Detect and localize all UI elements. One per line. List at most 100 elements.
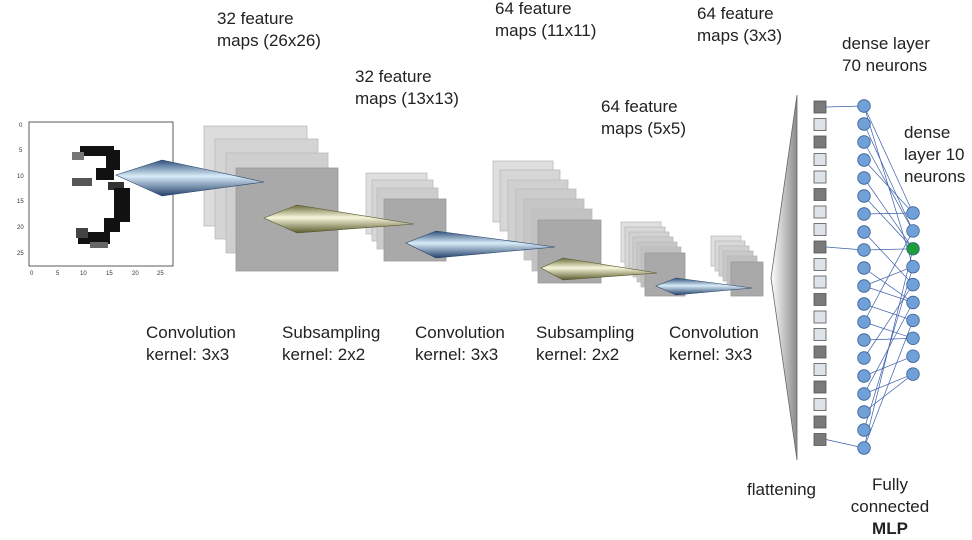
flattened-unit (813, 153, 827, 166)
label-op-convolution-1: Convolution kernel: 3x3 (146, 323, 236, 364)
flattened-unit (813, 415, 827, 429)
flattened-unit (813, 258, 827, 271)
neuron (857, 153, 871, 167)
input-y-ticks: 0 5 10 15 20 25 (17, 123, 24, 257)
neuron (906, 224, 920, 238)
neuron (857, 225, 871, 239)
neuron (906, 331, 920, 346)
neuron (857, 351, 871, 365)
flattened-unit (813, 345, 827, 359)
feature-maps-3x3 (710, 235, 764, 297)
neuron (857, 297, 871, 311)
neuron (857, 189, 871, 203)
label-op-subsampling-2: Subsampling kernel: 2x2 (536, 323, 635, 364)
connection-line (863, 373, 914, 395)
connection-line (863, 321, 914, 339)
connection-line (863, 285, 914, 303)
label-feature-maps-11x11: 64 feature maps (11x11) (495, 0, 597, 40)
subsampling-kernel-pyramid (263, 204, 415, 234)
y-tick-label: 0 (19, 123, 23, 129)
convolution-kernel-pyramid (655, 277, 753, 296)
flattened-unit (813, 170, 827, 184)
flattened-unit (813, 240, 827, 254)
neuron (906, 367, 920, 381)
y-tick-label: 15 (17, 199, 24, 205)
neuron (857, 243, 871, 257)
neuron (857, 207, 871, 221)
flattened-unit (813, 310, 827, 324)
x-tick-label: 5 (56, 271, 60, 277)
neuron (906, 277, 920, 292)
connection-line (863, 355, 914, 377)
dense-layer-10 (906, 206, 920, 381)
connection-line (863, 373, 914, 413)
connection-line (863, 105, 914, 214)
connection-line (863, 248, 914, 251)
neuron (857, 261, 871, 275)
flattening-wedge (770, 94, 798, 461)
connection-line (863, 123, 914, 232)
input-digit-image: 0 5 10 15 20 25 0 5 10 15 20 25 (17, 121, 174, 277)
flattened-unit (813, 363, 827, 376)
feature-maps-11x11 (492, 160, 602, 284)
label-op-subsampling-1: Subsampling kernel: 2x2 (282, 323, 381, 364)
flattened-unit (813, 398, 827, 411)
connection-line (863, 284, 914, 359)
y-tick-label: 10 (17, 174, 24, 180)
flattened-unit (813, 275, 827, 289)
neuron (906, 295, 920, 310)
label-dense-layer-10: dense layer 10 neurons (904, 123, 966, 186)
connection-line (863, 337, 914, 341)
neuron (857, 99, 871, 113)
neuron (857, 333, 871, 347)
neuron (857, 369, 871, 383)
subsampling-kernel-pyramid (540, 257, 658, 281)
neuron (857, 405, 871, 419)
neuron (857, 171, 871, 185)
x-tick-label: 10 (80, 271, 87, 277)
feature-maps-26x26 (203, 125, 339, 272)
flattened-unit (813, 433, 827, 446)
connection-line (863, 267, 914, 303)
flattened-unit (813, 223, 827, 236)
connection-line (863, 303, 914, 321)
label-feature-maps-5x5: 64 feature maps (5x5) (601, 97, 687, 138)
neuron (857, 387, 871, 401)
neuron (857, 279, 871, 293)
x-tick-label: 25 (157, 271, 164, 277)
connection-line (863, 230, 914, 323)
x-tick-label: 0 (30, 271, 34, 277)
label-feature-maps-13x13: 32 feature maps (13x13) (355, 67, 459, 108)
flattened-unit (813, 205, 827, 219)
flattened-unit (813, 293, 827, 306)
neuron (857, 117, 871, 131)
neuron (906, 349, 920, 363)
digit-three-icon (72, 146, 130, 248)
neuron (906, 313, 920, 328)
neuron (857, 135, 871, 149)
flattened-unit (813, 118, 827, 131)
neuron (906, 260, 920, 274)
connection-line (863, 248, 914, 449)
neuron (857, 423, 871, 437)
neuron (857, 441, 871, 455)
y-tick-label: 20 (17, 225, 24, 231)
feature-maps-13x13 (365, 172, 447, 262)
label-dense-layer-70: dense layer 70 neurons (842, 34, 930, 75)
label-op-convolution-2: Convolution kernel: 3x3 (415, 323, 505, 364)
connection-line (863, 159, 914, 214)
flattened-unit (813, 188, 827, 201)
label-fully-connected-mlp: Fully connected MLP (850, 475, 930, 538)
x-tick-label: 20 (132, 271, 139, 277)
neuron (906, 206, 920, 220)
y-tick-label: 25 (17, 251, 24, 257)
flattened-unit (813, 135, 827, 149)
label-feature-maps-26x26: 32 feature maps (26x26) (217, 9, 321, 50)
y-tick-label: 5 (19, 148, 23, 154)
flattened-vector (813, 100, 827, 446)
dense-layer-70 (857, 99, 871, 455)
x-tick-label: 15 (106, 271, 113, 277)
connection-line (863, 177, 914, 249)
label-feature-maps-3x3: 64 feature maps (3x3) (697, 4, 783, 45)
